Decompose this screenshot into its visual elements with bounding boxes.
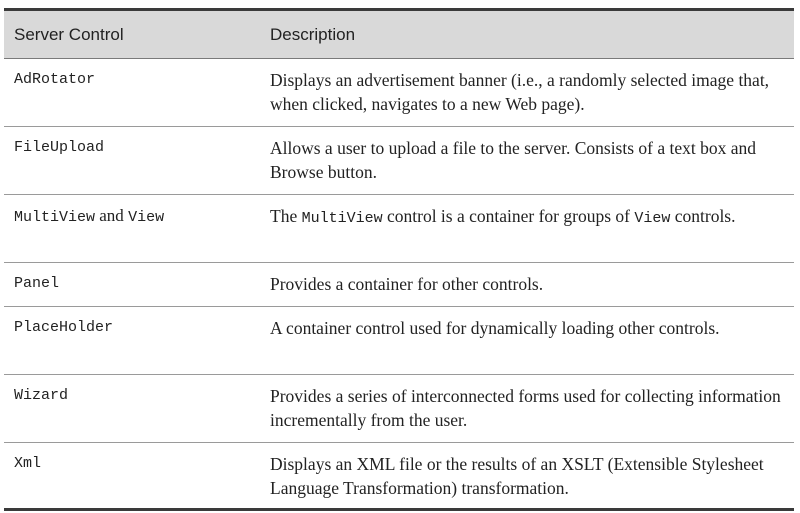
description-code: MultiView bbox=[301, 210, 383, 227]
description-code: View bbox=[634, 210, 671, 227]
control-description: Displays an advertisement banner (i.e., … bbox=[260, 58, 794, 127]
table-row: Panel Provides a container for other con… bbox=[4, 262, 794, 307]
control-name-part: View bbox=[128, 209, 165, 226]
server-controls-table-wrapper: Server Control Description AdRotator Dis… bbox=[4, 8, 794, 511]
control-description: A container control used for dynamically… bbox=[260, 306, 794, 375]
table-row: FileUpload Allows a user to upload a fil… bbox=[4, 126, 794, 195]
table-header: Server Control Description bbox=[4, 9, 794, 59]
control-name: PlaceHolder bbox=[4, 306, 260, 375]
control-name-part: MultiView bbox=[14, 209, 96, 226]
control-name-conjunction: and bbox=[95, 206, 129, 225]
table-row: PlaceHolder A container control used for… bbox=[4, 306, 794, 375]
control-name: AdRotator bbox=[4, 58, 260, 127]
table-row: AdRotator Displays an advertisement bann… bbox=[4, 58, 794, 127]
control-name: MultiView and View bbox=[4, 194, 260, 263]
control-description: Displays an XML file or the results of a… bbox=[270, 454, 764, 498]
header-server-control: Server Control bbox=[4, 9, 260, 59]
control-name: Panel bbox=[4, 262, 260, 307]
header-description: Description bbox=[260, 9, 794, 59]
description-text: The bbox=[270, 206, 302, 226]
control-description: The MultiView control is a container for… bbox=[260, 194, 794, 263]
table-row: MultiView and View The MultiView control… bbox=[4, 194, 794, 263]
control-description: Provides a container for other controls. bbox=[260, 262, 794, 307]
control-description: Provides a series of interconnected form… bbox=[260, 374, 794, 443]
table-body: AdRotator Displays an advertisement bann… bbox=[4, 58, 794, 510]
table-row: Xml Displays an XML file or the results … bbox=[4, 443, 794, 510]
table-row: Wizard Provides a series of interconnect… bbox=[4, 374, 794, 443]
header-row: Server Control Description bbox=[4, 9, 794, 59]
description-text: controls. bbox=[670, 206, 736, 226]
control-name: Xml bbox=[14, 455, 42, 472]
description-text: control is a container for groups of bbox=[382, 206, 635, 226]
control-name: FileUpload bbox=[4, 126, 260, 195]
control-name: Wizard bbox=[4, 374, 260, 443]
control-description: Allows a user to upload a file to the se… bbox=[260, 126, 794, 195]
server-controls-table: Server Control Description AdRotator Dis… bbox=[4, 8, 794, 511]
